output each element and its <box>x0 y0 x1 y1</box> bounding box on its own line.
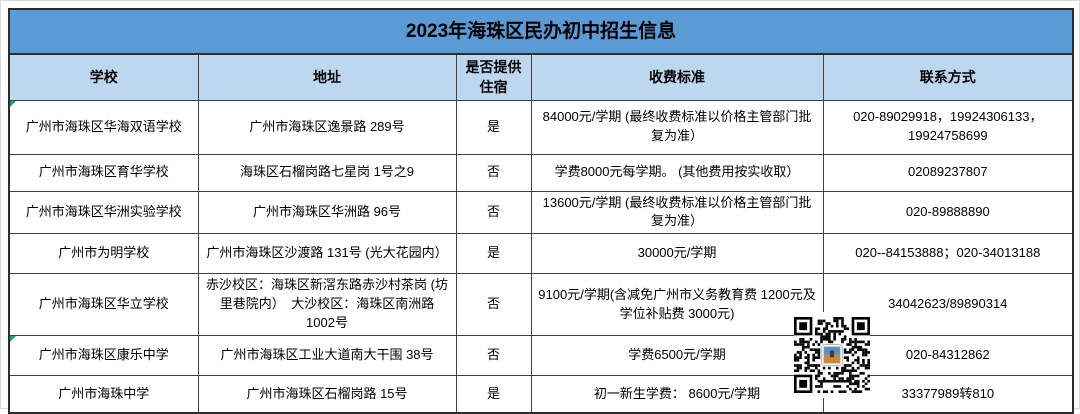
cell-address: 海珠区石榴岗路七星岗 1号之9 <box>197 153 457 192</box>
cell-boarding: 是 <box>455 374 532 414</box>
cell-address: 广州市海珠区沙渡路 131号 (光大花园内） <box>197 233 457 275</box>
cell-address: 广州市海珠区石榴岗路 15号 <box>197 374 457 414</box>
cell-fee: 13600元/学期 (最终收费标准以价格主管部门批复为准） <box>530 190 824 235</box>
header-fee: 收费标准 <box>530 53 824 101</box>
cell-address: 赤沙校区：海珠区新滘东路赤沙村茶岗 (坊里巷院内） 大沙校区：海珠区南洲路 10… <box>197 273 457 336</box>
cell-school: 广州市海珠中学 <box>8 374 199 414</box>
cell-fee: 9100元/学期(含减免广州市义务教育费 1200元及学位补贴费 3000元) <box>530 273 824 336</box>
header-school: 学校 <box>8 53 199 101</box>
school-name: 广州市海珠区华海双语学校 <box>25 118 182 134</box>
cell-school: 广州市海珠区华立学校 <box>8 273 199 336</box>
table-row: 广州市为明学校 广州市海珠区沙渡路 131号 (光大花园内） 是 30000元/… <box>8 233 1074 275</box>
cell-fee: 初一新生学费： 8600元/学期 <box>530 374 824 414</box>
table-row: 广州市海珠区育华学校 海珠区石榴岗路七星岗 1号之9 否 学费8000元每学期。… <box>8 153 1074 192</box>
table-row: 广州市海珠区华立学校 赤沙校区：海珠区新滘东路赤沙村茶岗 (坊里巷院内） 大沙校… <box>8 273 1074 336</box>
excel-flag-icon <box>10 336 16 342</box>
cell-boarding: 否 <box>455 153 532 192</box>
table-header-row: 学校 地址 是否提供住宿 收费标准 联系方式 <box>8 53 1074 101</box>
table-row: 广州市海珠区华海双语学校 广州市海珠区逸景路 289号 是 84000元/学期 … <box>8 99 1074 155</box>
qr-code <box>794 312 870 398</box>
cell-school: 广州市海珠区育华学校 <box>8 153 199 192</box>
cell-school: 广州市海珠区华洲实验学校 <box>8 190 199 235</box>
cell-contact: 020-89029918，19924306133，19924758699 <box>822 99 1074 155</box>
cell-contact: 020--84153888；020-34013188 <box>822 233 1074 275</box>
cell-boarding: 否 <box>455 334 532 376</box>
header-address: 地址 <box>197 53 457 101</box>
page-title: 2023年海珠区民办初中招生信息 <box>8 8 1074 55</box>
cell-address: 广州市海珠区逸景路 289号 <box>197 99 457 155</box>
cell-fee: 学费8000元每学期。 (其他费用按实收取） <box>530 153 824 192</box>
cell-contact: 02089237807 <box>822 153 1074 192</box>
table-title-row: 2023年海珠区民办初中招生信息 <box>8 8 1074 55</box>
cell-boarding: 否 <box>455 190 532 235</box>
header-boarding: 是否提供住宿 <box>455 53 532 101</box>
cell-boarding: 是 <box>455 99 532 155</box>
school-name: 广州市海珠区康乐中学 <box>38 346 169 362</box>
excel-flag-icon <box>10 101 16 107</box>
table-row: 广州市海珠区康乐中学 广州市海珠区工业大道南大干围 38号 否 学费6500元/… <box>8 334 1074 376</box>
admissions-table: 2023年海珠区民办初中招生信息 学校 地址 是否提供住宿 收费标准 联系方式 … <box>8 8 1075 414</box>
cell-fee: 30000元/学期 <box>530 233 824 275</box>
cell-contact: 020-89888890 <box>822 190 1074 235</box>
cell-boarding: 是 <box>455 233 532 275</box>
cell-boarding: 否 <box>455 273 532 336</box>
cell-fee: 84000元/学期 (最终收费标准以价格主管部门批复为准） <box>530 99 824 155</box>
table-row: 广州市海珠中学 广州市海珠区石榴岗路 15号 是 初一新生学费： 8600元/学… <box>8 374 1074 414</box>
cell-school: 广州市为明学校 <box>8 233 199 275</box>
cell-school: 广州市海珠区康乐中学 <box>8 334 199 376</box>
cell-address: 广州市海珠区华洲路 96号 <box>197 190 457 235</box>
qr-code-image <box>794 317 870 393</box>
header-contact: 联系方式 <box>822 53 1074 101</box>
cell-address: 广州市海珠区工业大道南大干围 38号 <box>197 334 457 376</box>
cell-fee: 学费6500元/学期 <box>530 334 824 376</box>
cell-school: 广州市海珠区华海双语学校 <box>8 99 199 155</box>
table-row: 广州市海珠区华洲实验学校 广州市海珠区华洲路 96号 否 13600元/学期 (… <box>8 190 1074 235</box>
